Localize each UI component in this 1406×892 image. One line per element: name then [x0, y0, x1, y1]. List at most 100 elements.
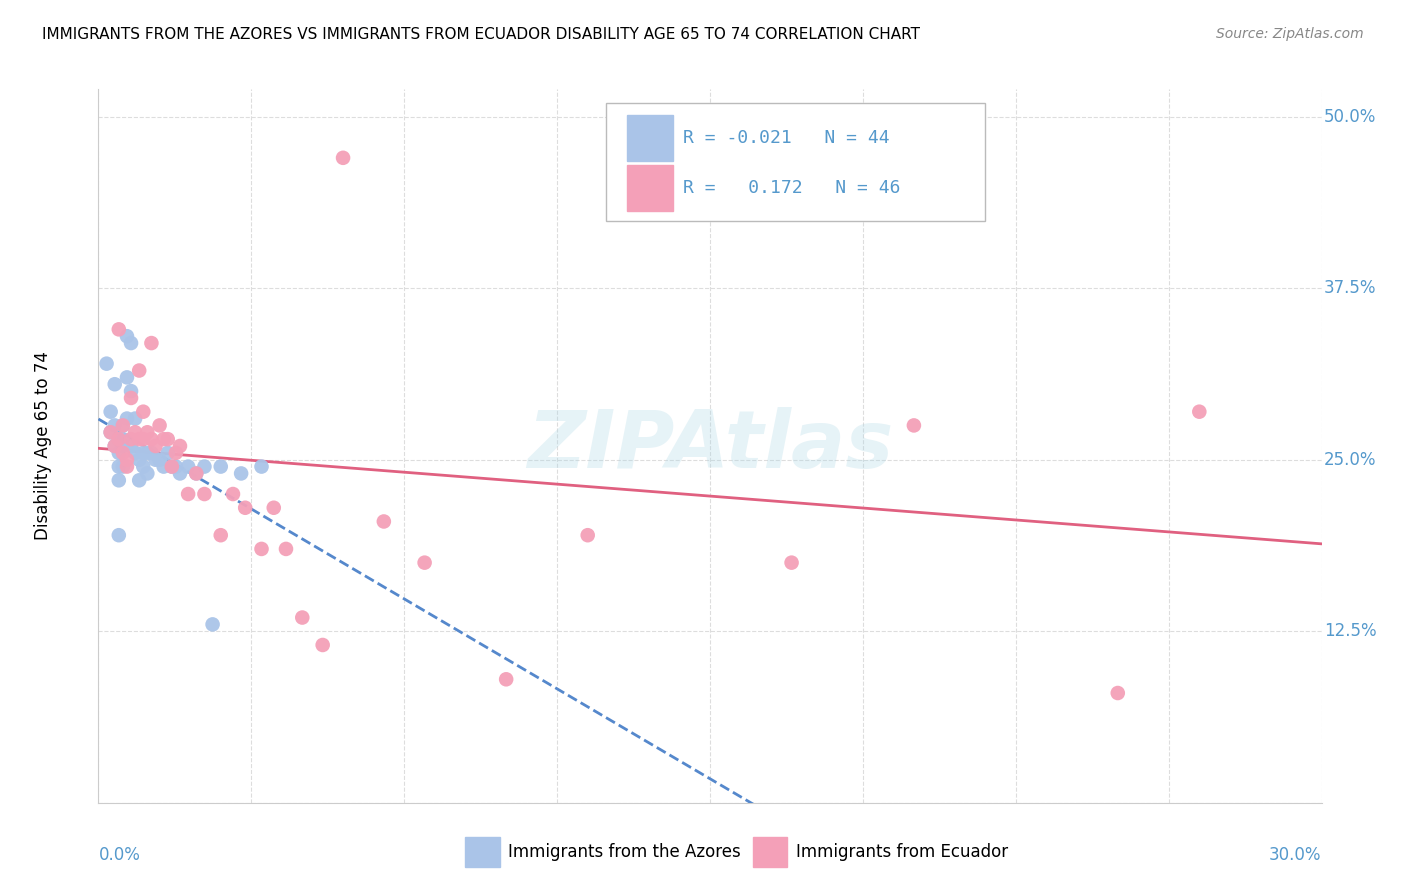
Point — [149, 418, 172, 433]
Point — [165, 459, 187, 474]
FancyBboxPatch shape — [606, 103, 986, 221]
Point — [104, 418, 127, 433]
Point — [186, 467, 208, 481]
Point — [132, 432, 155, 446]
Text: 37.5%: 37.5% — [1324, 279, 1376, 297]
Point — [177, 487, 200, 501]
Point — [231, 467, 253, 481]
Point — [699, 171, 721, 186]
Bar — [465, 837, 499, 867]
Point — [111, 439, 134, 453]
Point — [250, 541, 273, 556]
Point — [132, 446, 155, 460]
Point — [124, 411, 146, 425]
Point — [120, 439, 142, 453]
Point — [108, 322, 131, 336]
Point — [495, 673, 517, 687]
Point — [169, 467, 191, 481]
Text: Immigrants from the Azores: Immigrants from the Azores — [508, 843, 741, 861]
Point — [169, 439, 191, 453]
Text: Immigrants from Ecuador: Immigrants from Ecuador — [796, 843, 1008, 861]
Text: 25.0%: 25.0% — [1324, 450, 1376, 468]
Text: Disability Age 65 to 74: Disability Age 65 to 74 — [34, 351, 52, 541]
Point — [222, 487, 245, 501]
Point — [120, 391, 142, 405]
Point — [136, 446, 159, 460]
Point — [104, 439, 127, 453]
Bar — [627, 165, 673, 211]
Point — [145, 452, 167, 467]
Point — [373, 515, 395, 529]
Point — [1107, 686, 1129, 700]
Point — [149, 452, 172, 467]
Point — [120, 384, 142, 398]
Point — [291, 610, 314, 624]
Point — [780, 556, 803, 570]
Point — [312, 638, 335, 652]
Point — [111, 418, 134, 433]
Point — [1188, 405, 1211, 419]
Point — [156, 432, 179, 446]
Bar — [752, 837, 787, 867]
Point — [152, 459, 174, 474]
Point — [100, 405, 122, 419]
Point — [145, 439, 167, 453]
Text: ZIPAtlas: ZIPAtlas — [527, 407, 893, 485]
Point — [136, 425, 159, 440]
Point — [263, 500, 285, 515]
Point — [128, 432, 150, 446]
Point — [100, 425, 122, 440]
Point — [201, 617, 224, 632]
Point — [115, 329, 138, 343]
Point — [160, 459, 183, 474]
Point — [250, 459, 273, 474]
Point — [152, 432, 174, 446]
Point — [413, 556, 436, 570]
Point — [100, 425, 122, 440]
Text: Source: ZipAtlas.com: Source: ZipAtlas.com — [1216, 27, 1364, 41]
Text: 30.0%: 30.0% — [1270, 846, 1322, 863]
Point — [128, 363, 150, 377]
Point — [108, 432, 131, 446]
Point — [115, 452, 138, 467]
Point — [177, 459, 200, 474]
Text: 12.5%: 12.5% — [1324, 623, 1376, 640]
Point — [160, 459, 183, 474]
Point — [136, 467, 159, 481]
Point — [193, 459, 215, 474]
Point — [96, 357, 118, 371]
Point — [233, 500, 256, 515]
Point — [104, 439, 127, 453]
Point — [132, 459, 155, 474]
Point — [274, 541, 297, 556]
Text: R =   0.172   N = 46: R = 0.172 N = 46 — [683, 178, 901, 197]
Point — [128, 452, 150, 467]
Point — [141, 432, 163, 446]
Point — [132, 405, 155, 419]
Point — [111, 459, 134, 474]
Point — [115, 370, 138, 384]
Point — [111, 446, 134, 460]
Point — [124, 446, 146, 460]
Point — [111, 418, 134, 433]
Point — [141, 446, 163, 460]
Point — [193, 487, 215, 501]
Point — [128, 473, 150, 487]
Text: 0.0%: 0.0% — [98, 846, 141, 863]
Point — [104, 377, 127, 392]
Text: IMMIGRANTS FROM THE AZORES VS IMMIGRANTS FROM ECUADOR DISABILITY AGE 65 TO 74 CO: IMMIGRANTS FROM THE AZORES VS IMMIGRANTS… — [42, 27, 920, 42]
Point — [120, 336, 142, 351]
Point — [165, 446, 187, 460]
Point — [108, 446, 131, 460]
Point — [108, 473, 131, 487]
Point — [209, 528, 232, 542]
Point — [108, 432, 131, 446]
Point — [108, 528, 131, 542]
Point — [120, 432, 142, 446]
Point — [141, 336, 163, 351]
Point — [332, 151, 354, 165]
Point — [576, 528, 599, 542]
Point — [186, 467, 208, 481]
Point — [108, 459, 131, 474]
Point — [156, 446, 179, 460]
